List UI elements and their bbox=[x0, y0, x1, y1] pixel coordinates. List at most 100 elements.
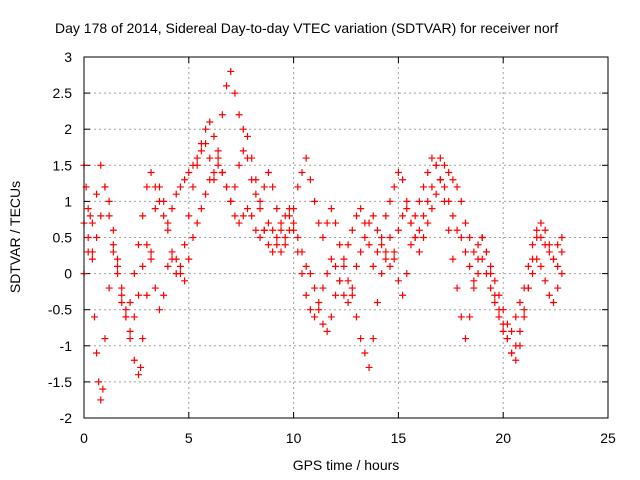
data-point bbox=[277, 248, 285, 256]
data-point bbox=[537, 234, 545, 241]
data-point bbox=[352, 262, 360, 270]
data-point bbox=[269, 183, 277, 191]
y-tick-label: 3 bbox=[64, 49, 72, 65]
data-point bbox=[243, 154, 251, 162]
data-point bbox=[545, 248, 553, 256]
data-point bbox=[134, 241, 142, 249]
data-point bbox=[114, 262, 122, 270]
data-point bbox=[218, 111, 226, 119]
data-point bbox=[197, 147, 205, 155]
data-point bbox=[197, 140, 205, 148]
data-point bbox=[122, 313, 130, 321]
data-point bbox=[533, 226, 541, 234]
data-point bbox=[185, 169, 193, 177]
data-point bbox=[332, 219, 340, 227]
data-point bbox=[269, 226, 277, 234]
data-point bbox=[235, 111, 243, 119]
data-point bbox=[357, 205, 365, 213]
data-point bbox=[323, 270, 331, 278]
data-point bbox=[101, 335, 109, 343]
data-point bbox=[373, 226, 381, 234]
data-point bbox=[118, 291, 126, 299]
data-point bbox=[260, 183, 268, 191]
data-point bbox=[461, 335, 469, 343]
data-point bbox=[378, 270, 386, 278]
data-point bbox=[155, 306, 163, 314]
data-point bbox=[474, 241, 482, 249]
data-point bbox=[134, 371, 142, 379]
data-point bbox=[164, 226, 172, 234]
data-point bbox=[315, 298, 323, 306]
data-point bbox=[101, 183, 109, 191]
data-point bbox=[189, 234, 197, 241]
data-point bbox=[428, 205, 436, 213]
data-point bbox=[277, 219, 285, 227]
data-point bbox=[541, 226, 549, 234]
data-point bbox=[93, 190, 101, 198]
data-point bbox=[252, 226, 260, 234]
data-point bbox=[176, 183, 184, 191]
chart-title: Day 178 of 2014, Sidereal Day-to-day VTE… bbox=[55, 20, 558, 36]
data-point bbox=[256, 197, 264, 205]
data-point bbox=[424, 169, 432, 177]
data-point bbox=[168, 205, 176, 213]
data-point bbox=[336, 241, 344, 249]
data-point bbox=[403, 197, 411, 205]
data-point bbox=[302, 154, 310, 162]
data-point bbox=[126, 327, 134, 335]
data-point bbox=[482, 270, 490, 278]
data-point bbox=[474, 270, 482, 278]
data-point bbox=[319, 320, 327, 328]
data-point bbox=[214, 161, 222, 169]
data-point bbox=[457, 234, 465, 241]
data-point bbox=[466, 313, 474, 321]
data-point bbox=[403, 270, 411, 278]
data-point bbox=[181, 176, 189, 184]
x-tick-label: 0 bbox=[80, 430, 88, 446]
data-point bbox=[407, 219, 415, 227]
data-point bbox=[432, 190, 440, 198]
data-point bbox=[109, 241, 117, 249]
data-point bbox=[206, 154, 214, 162]
data-point bbox=[99, 385, 107, 393]
data-point bbox=[373, 298, 381, 306]
data-point bbox=[227, 67, 235, 75]
data-point bbox=[373, 248, 381, 256]
data-point bbox=[193, 154, 201, 162]
data-point bbox=[449, 212, 457, 220]
data-point bbox=[428, 154, 436, 162]
data-point bbox=[386, 197, 394, 205]
data-point bbox=[302, 262, 310, 270]
data-point bbox=[487, 284, 495, 292]
data-point bbox=[235, 219, 243, 227]
data-point bbox=[558, 234, 566, 241]
data-point bbox=[319, 284, 327, 292]
data-point bbox=[290, 205, 298, 213]
data-point bbox=[243, 132, 251, 140]
data-point bbox=[122, 306, 130, 314]
data-point bbox=[256, 205, 264, 213]
data-point bbox=[294, 248, 302, 256]
data-point bbox=[248, 176, 256, 184]
data-point bbox=[206, 118, 214, 126]
data-point bbox=[411, 234, 419, 241]
data-point bbox=[550, 255, 558, 263]
data-point bbox=[88, 255, 96, 263]
data-point bbox=[311, 197, 319, 205]
data-point bbox=[118, 284, 126, 292]
data-point bbox=[90, 313, 98, 321]
data-point bbox=[390, 248, 398, 256]
data-point bbox=[361, 234, 369, 241]
data-point bbox=[273, 234, 281, 241]
data-point bbox=[541, 241, 549, 249]
data-point bbox=[114, 270, 122, 278]
data-point bbox=[311, 313, 319, 321]
data-point bbox=[470, 284, 478, 292]
data-point bbox=[453, 183, 461, 191]
data-point bbox=[223, 183, 231, 191]
data-point bbox=[386, 262, 394, 270]
data-point bbox=[118, 298, 126, 306]
x-tick-label: 25 bbox=[600, 430, 616, 446]
data-point bbox=[164, 262, 172, 270]
data-point bbox=[176, 270, 184, 278]
